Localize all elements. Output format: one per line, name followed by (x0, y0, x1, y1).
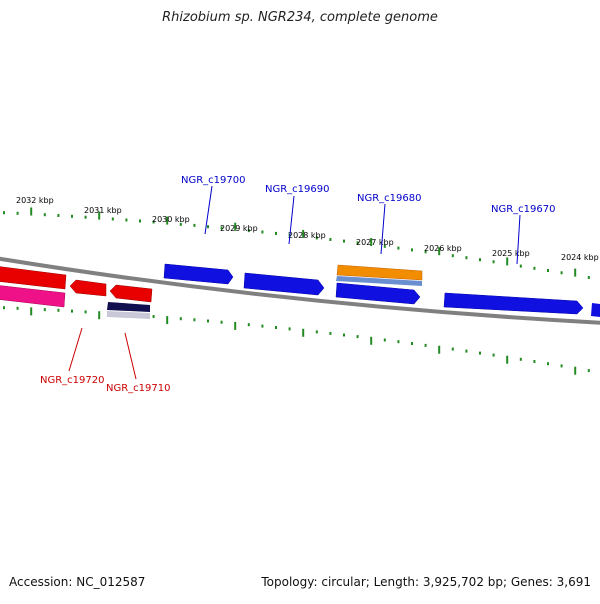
gene-label-NGR_c19710[interactable]: NGR_c19710 (106, 383, 171, 394)
callout-line-NGR_c19670 (516, 214, 521, 265)
callout-line-NGR_c19690 (288, 195, 295, 245)
gene-NGR_c19680[interactable] (336, 264, 423, 281)
gene-NGR_c19680-cds[interactable] (335, 282, 421, 305)
gene-NGR_c19710[interactable] (107, 302, 150, 312)
gene-reverse-left[interactable] (0, 266, 67, 290)
callout-line-NGR_c19720 (68, 327, 83, 372)
gene-label-NGR_c19700[interactable]: NGR_c19700 (181, 175, 246, 186)
genome-title: Rhizobium sp. NGR234, complete genome (162, 10, 438, 25)
gene-NGR_c19670[interactable] (443, 292, 584, 315)
scale-ticks-inner (3, 306, 590, 375)
gene-NGR_c19710-band (107, 311, 150, 319)
genome-summary: Topology: circular; Length: 3,925,702 bp… (261, 575, 591, 589)
scale-label-2028: 2028 kbp (288, 231, 326, 240)
genome-backbone (0, 256, 600, 325)
gene-NGR_c19720[interactable] (0, 285, 66, 308)
callout-line-NGR_c19710 (124, 332, 137, 380)
gene-label-NGR_c19720[interactable]: NGR_c19720 (40, 375, 105, 386)
scale-label-2029: 2029 kbp (220, 224, 258, 233)
gene-label-NGR_c19680[interactable]: NGR_c19680 (357, 193, 422, 204)
gene-NGR_c19680-band (336, 276, 422, 286)
gene-NGR_c19700[interactable] (163, 263, 234, 285)
scale-label-2030: 2030 kbp (152, 215, 190, 224)
gene-NGR_c19690[interactable] (243, 272, 325, 296)
scale-label-2031: 2031 kbp (84, 206, 122, 215)
gene-reverse-mid[interactable] (69, 279, 107, 297)
scale-label-2026: 2026 kbp (424, 244, 462, 253)
gene-label-NGR_c19670[interactable]: NGR_c19670 (491, 204, 556, 215)
scale-label-2024: 2024 kbp (561, 253, 599, 262)
scale-label-2025: 2025 kbp (492, 249, 530, 258)
gene-label-NGR_c19690[interactable]: NGR_c19690 (265, 184, 330, 195)
gene-NGR_c19710-cds[interactable] (109, 284, 153, 303)
scale-label-2032: 2032 kbp (16, 196, 54, 205)
accession-label: Accession: NC_012587 (9, 575, 146, 589)
scale-label-2027: 2027 kbp (356, 238, 394, 247)
scale-ticks-outer (3, 207, 590, 279)
callout-line-NGR_c19700 (204, 185, 213, 235)
callout-line-NGR_c19680 (380, 203, 386, 255)
gene-offscreen (591, 303, 600, 317)
